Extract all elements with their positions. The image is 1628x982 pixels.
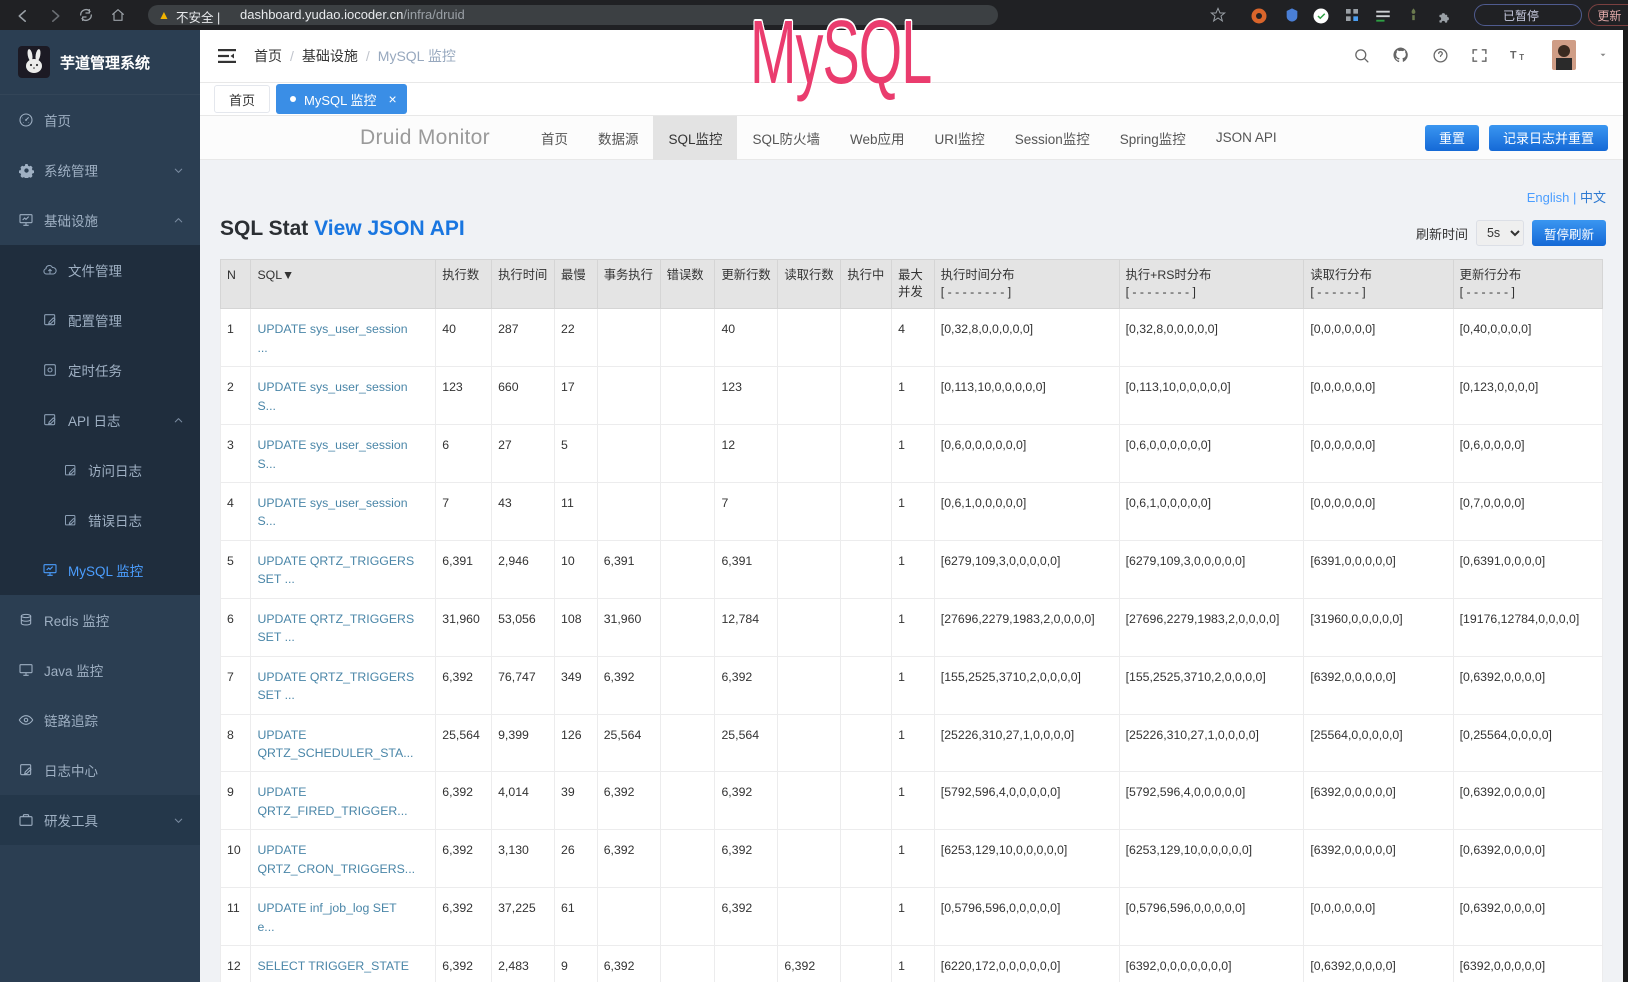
svg-text:T: T — [1510, 50, 1517, 62]
svg-text:T: T — [1519, 53, 1524, 62]
